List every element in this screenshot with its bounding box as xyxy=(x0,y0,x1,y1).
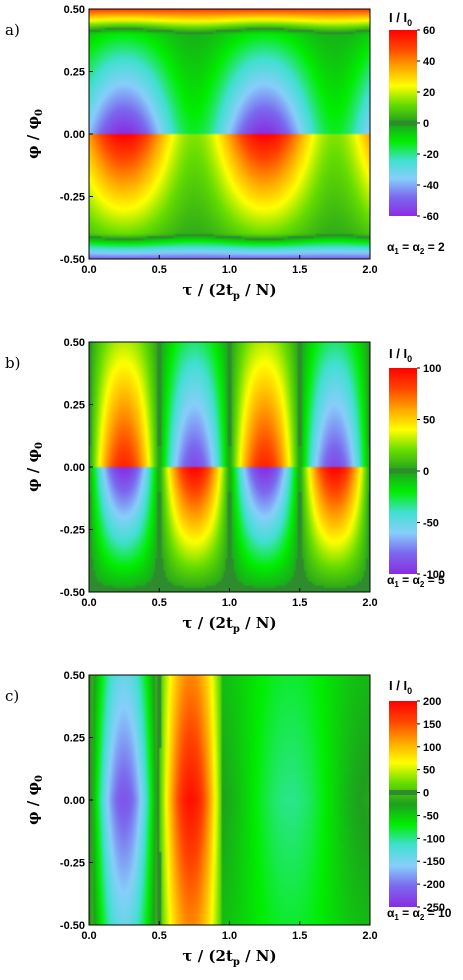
colorbar-tick-label: 50 xyxy=(423,765,435,777)
panel-label: b) xyxy=(5,354,20,372)
x-tick-label: 0.5 xyxy=(152,597,167,609)
colorbar xyxy=(389,701,417,907)
colorbar-tick-label: -150 xyxy=(423,856,445,868)
panel-1: 0.0 0.5 1.0 1.5 2.0 0.50 0.25 0.00 -0.25 -0.50 τ /… xyxy=(5,4,445,302)
y-tick-label: 0.00 xyxy=(64,795,85,807)
x-tick-label: 0.5 xyxy=(152,930,167,942)
x-axis-title: τ / (2tp / N) xyxy=(182,281,276,302)
colorbar-tick-label: -200 xyxy=(423,879,445,891)
colorbar-zero-band xyxy=(389,790,417,796)
alpha-parameter-label: α1 = α2 = 2 xyxy=(387,240,445,256)
colorbar-tick-label: -50 xyxy=(423,518,439,530)
x-tick-label: 1.0 xyxy=(222,930,237,942)
heatmap-image xyxy=(89,9,370,259)
colorbar-title: I / I0 xyxy=(389,678,412,696)
x-tick-label: 0.0 xyxy=(81,264,96,276)
colorbar-tick-label: 20 xyxy=(423,87,435,99)
panel-3: 0.0 0.5 1.0 1.5 2.0 0.50 0.25 0.00 -0.25 -0.50 τ /… xyxy=(5,670,452,968)
colorbar-title: I / I0 xyxy=(389,10,412,28)
colorbar-tick-label: -100 xyxy=(423,833,445,845)
colorbar-zero-band xyxy=(389,468,417,474)
colorbar-tick-label: 40 xyxy=(423,56,435,68)
x-axis-title: τ / (2tp / N) xyxy=(182,947,276,968)
panel-2: 0.0 0.5 1.0 1.5 2.0 0.50 0.25 0.00 -0.25 -0.50 τ /… xyxy=(5,337,445,635)
y-tick-label: -0.50 xyxy=(60,920,85,932)
colorbar-title: I / I0 xyxy=(389,346,412,364)
colorbar-tick-label: -40 xyxy=(423,180,439,192)
alpha-parameter-label: α1 = α2 = 10 xyxy=(387,906,452,922)
x-tick-label: 2.0 xyxy=(362,264,377,276)
y-tick-label: 0.00 xyxy=(64,462,85,474)
y-tick-label: -0.25 xyxy=(60,858,85,870)
y-axis-title: φ / φ0 xyxy=(24,775,45,825)
y-tick-label: -0.50 xyxy=(60,587,85,599)
x-tick-label: 0.5 xyxy=(152,264,167,276)
colorbar-tick-label: -50 xyxy=(423,810,439,822)
colorbar-tick-label: 100 xyxy=(423,742,441,754)
colorbar-tick-label: -250 xyxy=(423,902,445,914)
colorbar-tick-label: 0 xyxy=(423,118,429,130)
x-tick-label: 2.0 xyxy=(362,930,377,942)
colorbar-tick-label: -20 xyxy=(423,149,439,161)
colorbar-tick-label: -100 xyxy=(423,569,445,581)
y-tick-label: 0.25 xyxy=(64,67,85,79)
y-tick-label: -0.25 xyxy=(60,525,85,537)
y-tick-label: -0.25 xyxy=(60,192,85,204)
colorbar-tick-label: 50 xyxy=(423,415,435,427)
y-axis-title: φ / φ0 xyxy=(24,442,45,492)
y-tick-label: -0.50 xyxy=(60,254,85,266)
colorbar-tick-label: 100 xyxy=(423,363,441,375)
x-tick-label: 1.0 xyxy=(222,264,237,276)
x-tick-label: 0.0 xyxy=(81,597,96,609)
colorbar-zero-band xyxy=(389,120,417,126)
y-tick-label: 0.50 xyxy=(64,670,85,682)
y-tick-label: 0.25 xyxy=(64,733,85,745)
x-tick-label: 1.0 xyxy=(222,597,237,609)
y-tick-label: 0.00 xyxy=(64,129,85,141)
x-tick-label: 1.5 xyxy=(292,264,307,276)
heatmap-image xyxy=(89,342,370,592)
heatmap-image xyxy=(89,675,370,925)
colorbar-tick-label: 200 xyxy=(423,696,441,708)
colorbar-tick-label: 0 xyxy=(423,788,429,800)
x-tick-label: 1.5 xyxy=(292,930,307,942)
x-tick-label: 1.5 xyxy=(292,597,307,609)
colorbar-tick-label: -60 xyxy=(423,211,439,223)
colorbar-tick-label: 150 xyxy=(423,719,441,731)
x-axis-title: τ / (2tp / N) xyxy=(182,614,276,635)
panel-label: c) xyxy=(5,687,19,705)
x-tick-label: 2.0 xyxy=(362,597,377,609)
y-tick-label: 0.25 xyxy=(64,400,85,412)
colorbar-tick-label: 0 xyxy=(423,466,429,478)
y-axis-title: φ / φ0 xyxy=(24,109,45,159)
panel-label: a) xyxy=(5,21,20,39)
colorbar-tick-label: 60 xyxy=(423,25,435,37)
x-tick-label: 0.0 xyxy=(81,930,96,942)
y-tick-label: 0.50 xyxy=(64,337,85,349)
alpha-parameter-label: α1 = α2 = 5 xyxy=(387,573,445,589)
y-tick-label: 0.50 xyxy=(64,4,85,16)
